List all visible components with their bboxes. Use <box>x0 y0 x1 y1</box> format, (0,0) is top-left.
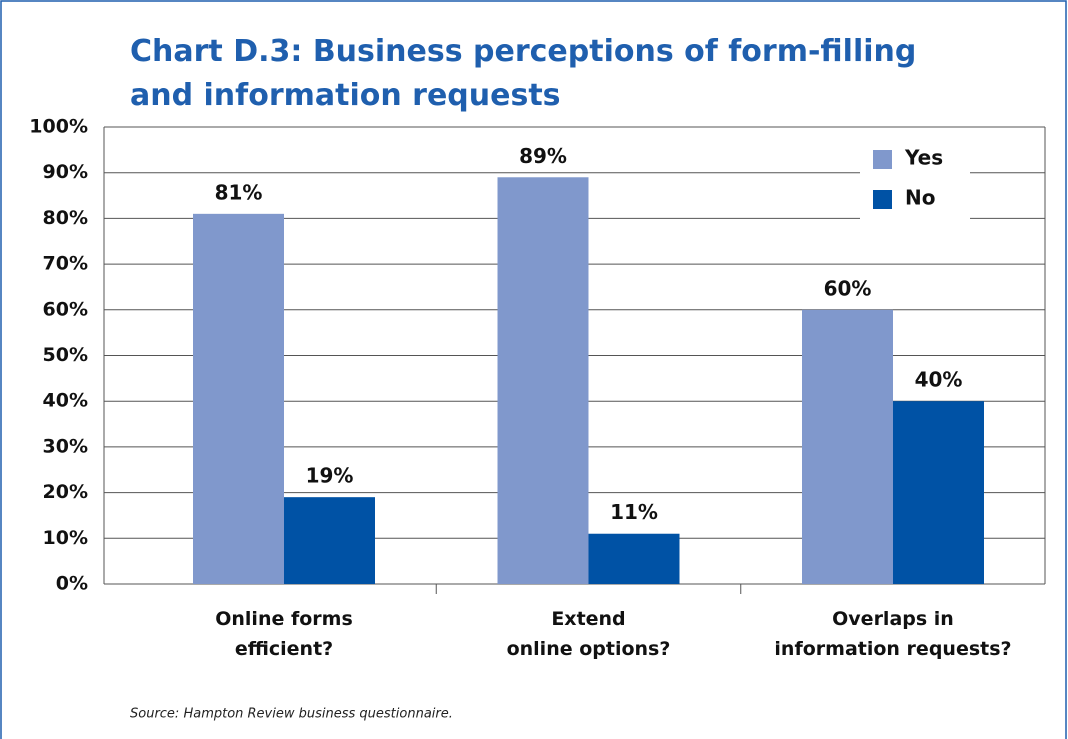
source: Source: Hampton Review business question… <box>130 707 453 722</box>
bar <box>193 213 284 584</box>
y-tick-label: 0% <box>56 573 88 595</box>
value-label: 89% <box>519 144 567 168</box>
value-label: 11% <box>610 500 658 524</box>
bar <box>284 497 375 584</box>
y-tick-label: 10% <box>43 527 88 549</box>
bar <box>588 533 680 584</box>
chart-title: Chart D.3: Business perceptions of form-… <box>130 34 916 113</box>
value-label: 81% <box>215 180 263 204</box>
value-label: 19% <box>306 464 354 488</box>
legend-swatch <box>873 190 892 209</box>
legend-swatch <box>873 150 892 169</box>
y-tick-label: 40% <box>43 390 88 412</box>
y-tick-label: 50% <box>43 344 88 366</box>
x-tick-label: Online forms efficient? <box>215 608 353 660</box>
bar <box>802 309 893 584</box>
value-label: 40% <box>915 368 963 392</box>
bar <box>893 401 984 584</box>
y-tick-label: 80% <box>43 207 88 229</box>
y-tick-label: 20% <box>43 481 88 503</box>
legend-label: Yes <box>904 146 943 170</box>
x-tick-label: Extend online options? <box>507 608 671 660</box>
value-label: 60% <box>824 276 872 300</box>
x-tick-label: Overlaps in information requests? <box>774 608 1011 660</box>
bar <box>497 177 589 584</box>
legend-label: No <box>905 186 935 210</box>
y-tick-label: 100% <box>29 116 88 138</box>
y-tick-label: 60% <box>43 298 88 320</box>
y-tick-label: 30% <box>43 435 88 457</box>
y-tick-label: 70% <box>43 253 88 275</box>
y-tick-label: 90% <box>43 161 88 183</box>
